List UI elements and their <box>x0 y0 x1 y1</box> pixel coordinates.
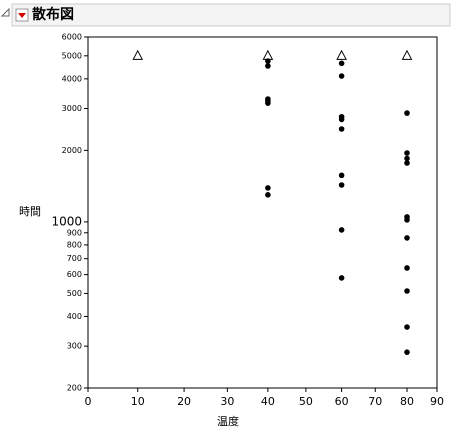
dot-marker <box>338 60 345 67</box>
dot-marker <box>404 288 410 294</box>
y-tick-label: 500 <box>67 289 82 298</box>
triangle-marker <box>132 49 144 60</box>
x-tick-label: 20 <box>177 395 191 408</box>
dot-marker <box>404 324 410 330</box>
y-axis-label: 時間 <box>19 205 41 218</box>
dot-marker <box>404 217 410 223</box>
dot-marker <box>338 126 345 132</box>
dot-marker <box>338 73 345 79</box>
y-tick-label: 700 <box>67 254 82 263</box>
x-tick-label: 10 <box>131 395 145 408</box>
y-tick-label: 2000 <box>62 146 82 155</box>
x-tick-label: 40 <box>261 395 275 408</box>
dot-marker <box>265 58 271 64</box>
dot-marker <box>404 349 410 355</box>
collapse-icon[interactable] <box>0 7 10 17</box>
dot-marker <box>265 185 271 191</box>
dot-marker <box>265 100 271 106</box>
dot-marker <box>338 275 345 281</box>
dot-marker <box>265 63 271 69</box>
dot-marker <box>338 227 345 233</box>
y-tick-label: 200 <box>67 384 82 393</box>
y-tick-label: 1000 <box>51 214 82 228</box>
dot-marker <box>404 150 410 156</box>
x-tick-label: 90 <box>430 395 444 408</box>
header-bar <box>11 3 451 27</box>
y-tick-label: 400 <box>67 312 82 321</box>
plot-frame <box>87 36 438 389</box>
chart-title: 散布図 <box>32 6 74 23</box>
y-tick-label: 3000 <box>62 104 82 113</box>
dot-marker <box>404 155 410 162</box>
x-tick-label: 50 <box>299 395 313 408</box>
y-tick-label: 800 <box>67 240 82 249</box>
x-tick-label: 30 <box>220 395 234 408</box>
dot-marker <box>338 182 345 188</box>
y-tick-label: 600 <box>67 270 82 279</box>
dot-marker <box>404 110 410 116</box>
x-tick-label: 0 <box>85 395 92 408</box>
y-tick-label: 4000 <box>62 74 82 83</box>
dot-marker <box>338 172 345 179</box>
dot-marker <box>404 160 410 166</box>
dot-marker <box>338 116 345 123</box>
y-tick-label: 300 <box>67 342 82 351</box>
x-tick-label: 70 <box>368 395 382 408</box>
dot-marker <box>265 192 271 198</box>
x-axis-label: 温度 <box>217 414 239 428</box>
y-tick-label: 6000 <box>62 33 82 42</box>
y-tick-label: 900 <box>67 228 82 237</box>
x-tick-label: 60 <box>335 395 349 408</box>
triangle-marker <box>336 49 347 60</box>
dot-marker <box>404 265 410 271</box>
y-tick-label: 5000 <box>62 51 82 60</box>
triangle-marker <box>401 49 413 60</box>
dot-marker <box>404 235 410 241</box>
red-triangle[interactable] <box>18 13 26 18</box>
x-tick-label: 80 <box>400 395 414 408</box>
